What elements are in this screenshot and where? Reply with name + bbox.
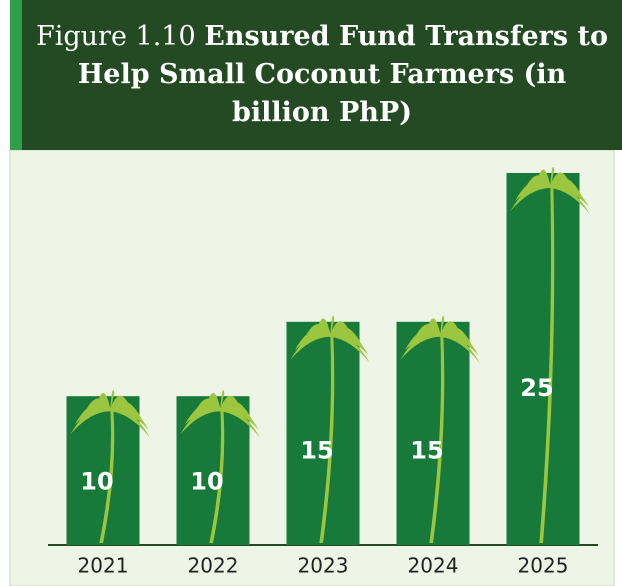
- palm-trunk: [429, 333, 445, 543]
- palm-trunk: [539, 185, 555, 543]
- palm-frond: [538, 169, 551, 188]
- palm-trunk: [99, 408, 115, 543]
- x-tick-label: 2023: [298, 554, 349, 578]
- value-label: 15: [300, 436, 333, 464]
- palm-frond: [514, 179, 551, 202]
- value-label: 15: [410, 436, 443, 464]
- palm-frond: [294, 328, 331, 350]
- palm-frond: [184, 403, 221, 425]
- x-tick-label: 2021: [78, 554, 129, 578]
- palm-tree: [70, 389, 151, 543]
- palm-frond: [110, 407, 151, 438]
- palm-trunk: [319, 333, 335, 543]
- palm-tree: [180, 389, 261, 543]
- palm-frond: [208, 392, 221, 412]
- value-label: 25: [520, 374, 553, 402]
- palm-frond: [74, 403, 111, 425]
- palm-frond: [318, 318, 331, 337]
- value-label: 10: [190, 468, 223, 496]
- x-tick-label: 2025: [518, 554, 569, 578]
- x-tick-label: 2022: [188, 554, 239, 578]
- palm-frond: [98, 392, 111, 412]
- palm-frond: [330, 333, 371, 364]
- palm-frond: [440, 333, 481, 364]
- palm-tree: [510, 166, 591, 543]
- palm-frond: [220, 407, 261, 438]
- palm-frond: [550, 184, 591, 215]
- bar: [396, 321, 470, 545]
- header: Figure 1.10 Ensured Fund Transfers to He…: [10, 0, 622, 150]
- figure-label: Figure 1.10: [36, 21, 196, 52]
- palm-tree: [290, 315, 371, 543]
- bar: [286, 321, 360, 545]
- chart-title: Ensured Fund Transfers to Help Small Coc…: [77, 21, 608, 128]
- palm-tree: [400, 315, 481, 543]
- x-tick-label: 2024: [408, 554, 459, 578]
- bar: [506, 173, 580, 545]
- value-label: 10: [80, 468, 113, 496]
- palm-trunk: [209, 408, 225, 543]
- palm-frond: [428, 318, 441, 337]
- palm-frond: [404, 328, 441, 350]
